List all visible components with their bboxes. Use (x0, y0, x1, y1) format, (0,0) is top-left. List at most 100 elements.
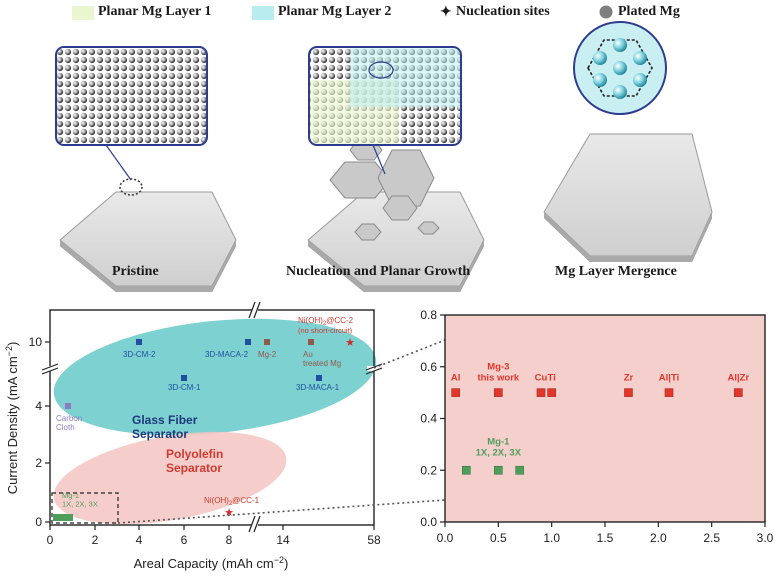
label-line: Separator (132, 427, 188, 441)
label-line: Zr (624, 373, 634, 384)
polyolefin-region (53, 431, 287, 525)
marker-3d-cm-2 (136, 339, 142, 345)
right-xtick: 2.5 (703, 531, 720, 545)
left-plot-frame (49, 309, 375, 526)
marker-3d-maca-1 (316, 375, 322, 381)
point-label: Al|Zr (727, 373, 749, 384)
data-point (624, 388, 633, 397)
point-label: Zr (624, 373, 634, 384)
series-label: Mg-1 1X, 2X, 3X (476, 436, 522, 458)
marker-mg-2 (264, 339, 270, 345)
left-ytick: 10 (29, 335, 43, 349)
label-line: Cu (535, 373, 548, 384)
legend: Planar Mg Layer 1 Planar Mg Layer 2 ✦ Nu… (0, 0, 780, 28)
left-plot: 0 2 4 6 8 14 58 0 2 4 10 Areal Capacity … (4, 301, 383, 571)
left-xtick: 4 (136, 533, 143, 547)
label-3d-maca-1: 3D-MACA-1 (296, 383, 340, 392)
caption-mergence: Mg Layer Mergence (555, 264, 677, 279)
glass-fiber-region (53, 318, 377, 436)
nucleation-substrate (307, 139, 485, 292)
label-ni-cc-1: Ni(OH)2@CC-1 (204, 496, 260, 507)
right-xtick: 2.0 (650, 531, 667, 545)
au-line: Au treated Mg (303, 350, 341, 368)
left-ytick: 2 (35, 456, 42, 470)
label-line: Separator (166, 461, 222, 475)
left-xlabel: Areal Capacity (mAh cm−2) (134, 555, 289, 571)
caption-nucleation: Nucleation and Planar Growth (286, 264, 471, 279)
label-glass-fiber: Glass Fiber Separator (132, 413, 198, 441)
label-line: Polyolefin (166, 447, 223, 461)
star-ni-cc-1: ★ (224, 507, 234, 519)
left-xtick: 58 (367, 533, 381, 547)
right-plot-background (445, 315, 765, 522)
zoom-box (51, 492, 119, 524)
label-line: Mg-1 (62, 491, 79, 500)
data-point (547, 388, 556, 397)
nucleation-zoom (308, 46, 462, 146)
label-line: Al (451, 373, 461, 384)
data-point (734, 388, 743, 397)
label-line: Cloth (56, 423, 75, 432)
data-point (494, 388, 503, 397)
marker-au-treated (308, 339, 314, 345)
label-polyolefin: Polyolefin Separator (166, 447, 223, 475)
point-label: Al|Ti (659, 373, 679, 384)
label-line: treated Mg (303, 359, 341, 368)
right-xtick: 0.0 (437, 531, 454, 545)
nucleation-star-icon: ✦ (440, 5, 452, 20)
right-ytick: 0.6 (420, 360, 437, 374)
point-label: Cu (535, 373, 548, 384)
plated-dot-icon (598, 2, 614, 25)
label-line: Mg-1 (487, 436, 510, 447)
marker-carbon-cloth (65, 403, 71, 409)
label-line: 1X, 2X, 3X (62, 500, 98, 509)
data-point (462, 465, 471, 475)
caption-pristine: Pristine (112, 264, 159, 279)
legend-layer1: Planar Mg Layer 1 (98, 4, 212, 19)
label-line: Al|Ti (659, 373, 679, 384)
legend-layer2: Planar Mg Layer 2 (278, 4, 392, 19)
label-line: 1X, 2X, 3X (476, 448, 522, 459)
data-point (494, 465, 503, 475)
right-ytick: 0.8 (420, 308, 437, 322)
layer1-swatch (72, 6, 94, 20)
marker-mg-1 (66, 514, 73, 521)
label-line: Glass Fiber (132, 413, 198, 427)
label-3d-cm-1: 3D-CM-1 (168, 383, 201, 392)
label-line: Al|Zr (727, 373, 749, 384)
mergence-zoom (573, 21, 667, 115)
data-point (451, 388, 460, 397)
left-ylabel: Current Density (mA cm−2) (4, 342, 20, 495)
data-point (536, 388, 546, 397)
label-ni-cc-2: Ni(OH)2@CC-2 (298, 316, 354, 327)
label-line: Carbon (56, 414, 82, 423)
right-xtick: 3.0 (757, 531, 774, 545)
point-label: Al (451, 373, 461, 384)
star-ni-cc-2: ★ (345, 337, 355, 349)
data-point (515, 465, 524, 475)
point-label: Mg-3 this work (477, 362, 519, 384)
left-xtick: 6 (181, 533, 188, 547)
pristine-substrate (59, 144, 237, 292)
legend-plated: Plated Mg (618, 4, 680, 19)
marker-3d-cm-1 (181, 375, 187, 381)
label-line: this work (477, 373, 519, 384)
left-xtick: 8 (226, 533, 233, 547)
label-ni-cc-2-note: (no short-circuit) (298, 326, 353, 335)
label-line: Ti (548, 373, 556, 384)
left-ytick: 4 (35, 399, 42, 413)
left-ytick: 0 (35, 515, 42, 529)
charts: 0 2 4 6 8 14 58 0 2 4 10 Areal Capacity … (4, 301, 774, 571)
label-3d-maca-2: 3D-MACA-2 (205, 350, 249, 359)
label-line: Au (303, 350, 313, 359)
layer2-swatch (252, 6, 274, 20)
label-carbon-cloth: Carbon Cloth (56, 414, 82, 432)
schematic (55, 21, 713, 292)
label-mg-2: Mg-2 (258, 350, 277, 359)
label-mg-1-left: Mg-1 1X, 2X, 3X (62, 491, 98, 509)
left-xtick: 14 (276, 533, 290, 547)
legend-nucleation: Nucleation sites (456, 4, 550, 19)
right-xtick: 0.5 (490, 531, 507, 545)
label-3d-cm-2: 3D-CM-2 (123, 350, 156, 359)
data-point (664, 388, 674, 397)
